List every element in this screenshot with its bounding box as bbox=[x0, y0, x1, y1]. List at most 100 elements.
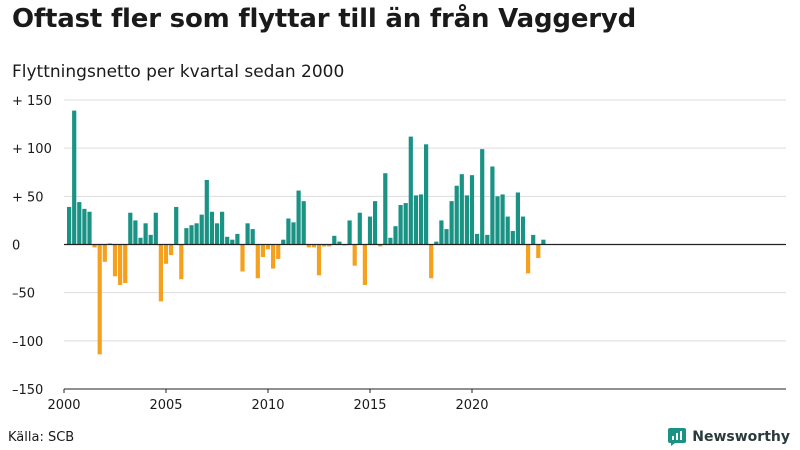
bar bbox=[434, 241, 439, 245]
bars bbox=[67, 110, 546, 355]
bar bbox=[388, 237, 393, 245]
bar bbox=[260, 244, 265, 258]
bar bbox=[505, 216, 510, 245]
bar bbox=[475, 233, 480, 245]
bar bbox=[444, 229, 449, 245]
bar bbox=[322, 244, 327, 247]
bar bbox=[235, 233, 240, 245]
bar bbox=[265, 244, 271, 250]
bar bbox=[214, 223, 220, 245]
bar bbox=[112, 244, 118, 277]
bar bbox=[316, 244, 322, 276]
bar bbox=[357, 212, 362, 245]
bar bbox=[449, 201, 454, 245]
x-tick-label: 2000 bbox=[47, 398, 80, 413]
bar bbox=[347, 220, 352, 245]
bar bbox=[230, 239, 235, 245]
newsworthy-logo-icon bbox=[668, 428, 687, 446]
bar bbox=[179, 244, 184, 280]
x-tick-label: 2005 bbox=[149, 398, 182, 413]
y-tick-label: 0 bbox=[12, 239, 20, 254]
bar bbox=[515, 192, 520, 245]
bar bbox=[424, 144, 429, 245]
bar bbox=[92, 244, 97, 248]
bar bbox=[464, 195, 469, 245]
y-tick-label: –100 bbox=[12, 335, 43, 350]
brand-logo: Newsworthy bbox=[668, 428, 790, 446]
bar bbox=[72, 110, 77, 245]
bar bbox=[128, 212, 133, 245]
chart-subtitle: Flyttningsnetto per kvartal sedan 2000 bbox=[12, 62, 345, 82]
x-tick-label: 2010 bbox=[251, 398, 284, 413]
y-tick-label: + 150 bbox=[12, 94, 52, 109]
bar bbox=[311, 244, 316, 248]
bar bbox=[332, 235, 337, 245]
bar bbox=[531, 234, 536, 245]
bar bbox=[255, 244, 260, 279]
bar bbox=[469, 175, 475, 245]
bar bbox=[225, 236, 230, 245]
bar bbox=[526, 244, 531, 274]
bar bbox=[490, 166, 495, 245]
bar bbox=[510, 231, 515, 245]
bar bbox=[398, 205, 403, 245]
bar bbox=[337, 241, 342, 245]
y-tick-label: –150 bbox=[12, 383, 43, 398]
bar bbox=[541, 239, 546, 245]
bar bbox=[306, 244, 311, 248]
bar bbox=[403, 203, 408, 245]
bar bbox=[454, 185, 459, 245]
bar bbox=[418, 194, 424, 245]
brand-name: Newsworthy bbox=[692, 429, 790, 445]
bar bbox=[459, 174, 464, 245]
bar bbox=[362, 244, 367, 285]
bar bbox=[536, 244, 541, 258]
bar bbox=[118, 244, 123, 285]
x-tick-label: 2020 bbox=[455, 398, 488, 413]
bar bbox=[153, 212, 158, 245]
y-tick-label: + 100 bbox=[12, 142, 52, 157]
bar bbox=[184, 228, 189, 245]
chart-title: Oftast fler som flyttar till än från Vag… bbox=[12, 4, 637, 34]
bar bbox=[301, 201, 306, 245]
bar bbox=[393, 226, 398, 245]
bar bbox=[123, 244, 128, 284]
bar bbox=[199, 214, 204, 245]
bar bbox=[158, 244, 163, 302]
bar bbox=[77, 202, 82, 245]
x-axis-labels: 2000 2005 2010 2015 2020 bbox=[47, 389, 489, 413]
bar bbox=[163, 244, 169, 264]
bar bbox=[174, 206, 179, 245]
bar bbox=[240, 244, 245, 272]
bar bbox=[97, 244, 102, 355]
bar bbox=[138, 237, 143, 245]
bar bbox=[169, 244, 174, 256]
bar bbox=[82, 208, 87, 245]
bar bbox=[480, 149, 485, 245]
bar bbox=[439, 220, 444, 245]
bar bbox=[281, 239, 286, 245]
bar bbox=[296, 190, 301, 245]
y-tick-label: –50 bbox=[12, 287, 35, 302]
bar bbox=[271, 244, 276, 269]
bar bbox=[102, 244, 107, 262]
x-axis bbox=[64, 243, 786, 390]
bar bbox=[485, 234, 490, 245]
bar bbox=[413, 195, 418, 245]
bar bbox=[67, 206, 72, 245]
bar bbox=[276, 244, 281, 259]
bar bbox=[87, 211, 92, 245]
bar bbox=[250, 229, 255, 245]
bar bbox=[327, 244, 332, 247]
source-note: Källa: SCB bbox=[8, 430, 75, 445]
bar bbox=[352, 244, 357, 266]
bar bbox=[143, 223, 148, 245]
bar bbox=[495, 196, 500, 245]
bar bbox=[194, 223, 199, 245]
bar bbox=[500, 194, 505, 245]
bar bbox=[520, 216, 526, 245]
bar bbox=[291, 222, 296, 245]
bar bbox=[204, 179, 209, 245]
bar bbox=[189, 225, 194, 245]
